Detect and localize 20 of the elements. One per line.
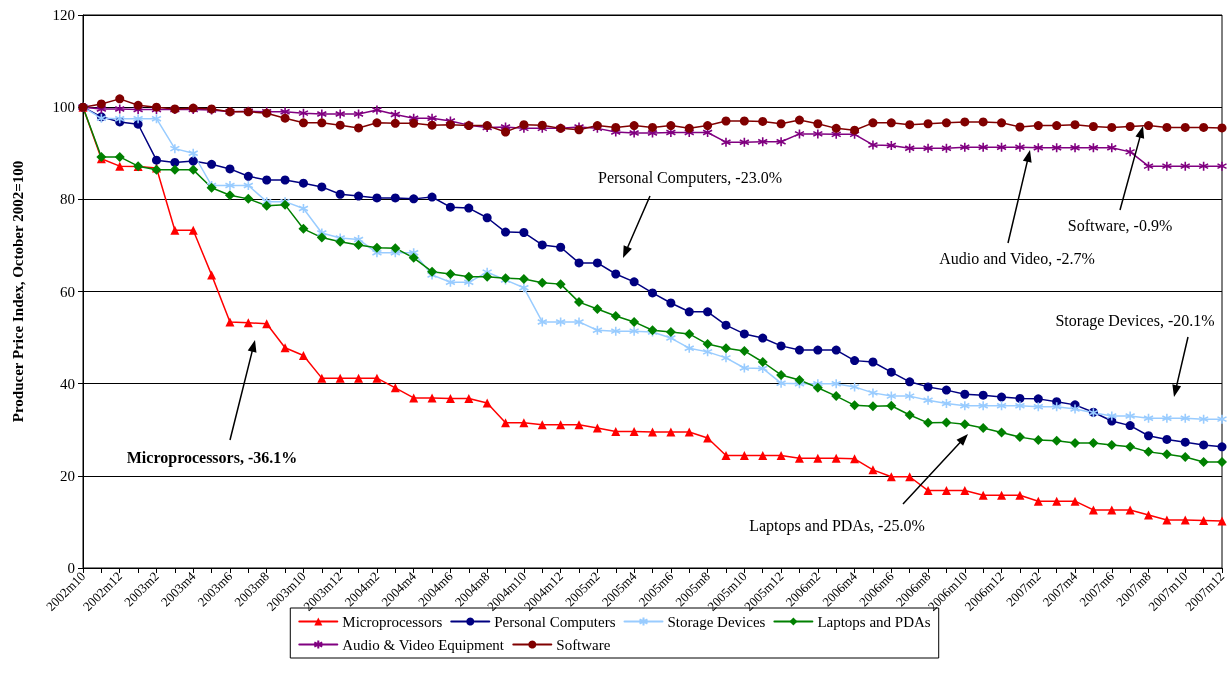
annotation: Storage Devices, -20.1% — [1055, 311, 1215, 330]
y-tick-label: 100 — [52, 99, 75, 116]
y-tick-label: 60 — [60, 283, 75, 300]
annotation: Microprocessors, -36.1% — [126, 448, 298, 467]
annotation: Laptops and PDAs, -25.0% — [749, 516, 925, 535]
legend-label: Personal Computers — [494, 613, 616, 630]
annotation: Software, -0.9% — [1067, 216, 1173, 234]
legend-label: Laptops and PDAs — [817, 613, 931, 630]
y-tick-label: 120 — [52, 7, 75, 23]
y-axis-title: Producer Price Index, October 2002=100 — [9, 160, 26, 423]
legend-label: Audio & Video Equipment — [342, 636, 505, 653]
y-tick-label: 40 — [60, 375, 75, 392]
y-tick-label: 0 — [67, 560, 75, 576]
legend-label: Storage Devices — [667, 613, 766, 630]
annotation: Audio and Video, -2.7% — [939, 249, 1095, 267]
legend-label: Microprocessors — [342, 613, 443, 630]
annotation: Personal Computers, -23.0% — [598, 168, 782, 187]
y-tick-label: 20 — [60, 467, 75, 484]
legend-label: Software — [556, 636, 611, 653]
y-tick-label: 80 — [60, 191, 75, 208]
